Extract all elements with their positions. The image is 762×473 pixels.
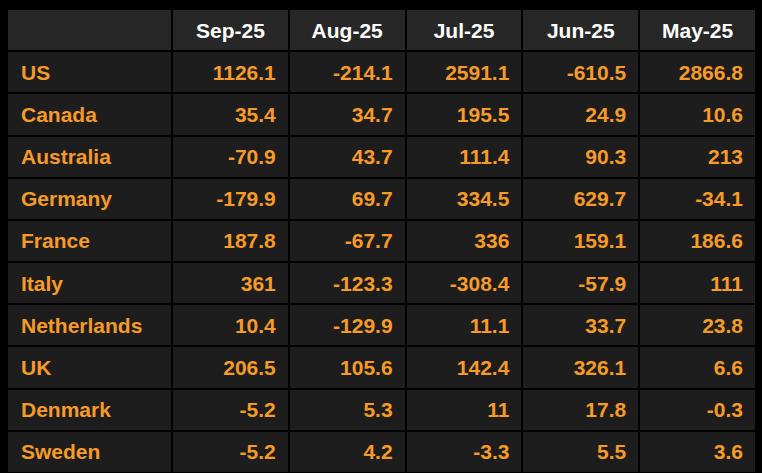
row-label: Italy	[8, 263, 171, 303]
row-label: UK	[8, 347, 171, 387]
value-cell: 206.5	[173, 347, 288, 387]
value-cell: 186.6	[640, 221, 755, 261]
value-cell: 159.1	[523, 221, 638, 261]
value-cell: -179.9	[173, 179, 288, 219]
column-header-sep-25: Sep-25	[173, 10, 288, 50]
value-cell: 111.4	[407, 137, 522, 177]
row-label: France	[8, 221, 171, 261]
value-cell: 4.2	[290, 432, 405, 472]
column-header-jul-25: Jul-25	[407, 10, 522, 50]
value-cell: -67.7	[290, 221, 405, 261]
value-cell: 90.3	[523, 137, 638, 177]
value-cell: 10.6	[640, 94, 755, 134]
value-cell: 213	[640, 137, 755, 177]
value-cell: 17.8	[523, 390, 638, 430]
header-corner-cell	[8, 10, 171, 50]
value-cell: 195.5	[407, 94, 522, 134]
terminal-table-view: Sep-25Aug-25Jul-25Jun-25May-25 US1126.1-2…	[0, 0, 762, 473]
value-cell: -0.3	[640, 390, 755, 430]
value-cell: 69.7	[290, 179, 405, 219]
data-table: Sep-25Aug-25Jul-25Jun-25May-25 US1126.1-2…	[8, 10, 755, 472]
value-cell: 105.6	[290, 347, 405, 387]
value-cell: -129.9	[290, 305, 405, 345]
value-cell: -308.4	[407, 263, 522, 303]
value-cell: -5.2	[173, 390, 288, 430]
column-header-may-25: May-25	[640, 10, 755, 50]
row-label: Sweden	[8, 432, 171, 472]
value-cell: 23.8	[640, 305, 755, 345]
row-label: Australia	[8, 137, 171, 177]
value-cell: -70.9	[173, 137, 288, 177]
value-cell: -123.3	[290, 263, 405, 303]
value-cell: 11.1	[407, 305, 522, 345]
value-cell: 336	[407, 221, 522, 261]
value-cell: 33.7	[523, 305, 638, 345]
column-header-jun-25: Jun-25	[523, 10, 638, 50]
value-cell: 6.6	[640, 347, 755, 387]
value-cell: 11	[407, 390, 522, 430]
value-cell: 111	[640, 263, 755, 303]
column-header-aug-25: Aug-25	[290, 10, 405, 50]
value-cell: 1126.1	[173, 52, 288, 92]
value-cell: -3.3	[407, 432, 522, 472]
value-cell: 629.7	[523, 179, 638, 219]
value-cell: 5.3	[290, 390, 405, 430]
value-cell: 10.4	[173, 305, 288, 345]
value-cell: 34.7	[290, 94, 405, 134]
value-cell: 334.5	[407, 179, 522, 219]
value-cell: 326.1	[523, 347, 638, 387]
value-cell: 2866.8	[640, 52, 755, 92]
value-cell: 43.7	[290, 137, 405, 177]
value-cell: 361	[173, 263, 288, 303]
value-cell: -34.1	[640, 179, 755, 219]
row-label: US	[8, 52, 171, 92]
value-cell: -57.9	[523, 263, 638, 303]
value-cell: 142.4	[407, 347, 522, 387]
row-label: Canada	[8, 94, 171, 134]
value-cell: -214.1	[290, 52, 405, 92]
value-cell: 24.9	[523, 94, 638, 134]
value-cell: -5.2	[173, 432, 288, 472]
value-cell: 5.5	[523, 432, 638, 472]
value-cell: -610.5	[523, 52, 638, 92]
value-cell: 2591.1	[407, 52, 522, 92]
row-label: Netherlands	[8, 305, 171, 345]
row-label: Denmark	[8, 390, 171, 430]
value-cell: 3.6	[640, 432, 755, 472]
value-cell: 187.8	[173, 221, 288, 261]
value-cell: 35.4	[173, 94, 288, 134]
row-label: Germany	[8, 179, 171, 219]
